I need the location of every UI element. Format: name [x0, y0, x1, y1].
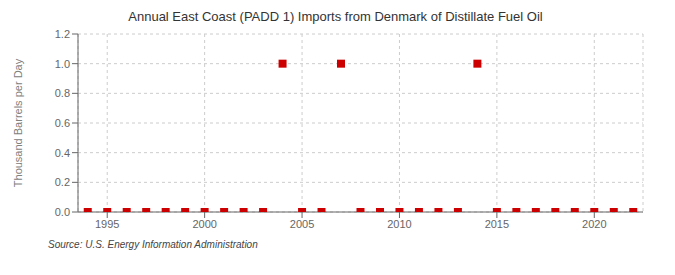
svg-text:0.0: 0.0 — [55, 206, 70, 218]
svg-text:1995: 1995 — [95, 218, 119, 230]
svg-text:2020: 2020 — [582, 218, 606, 230]
html-text:Source: U.S. Energy Informatio: Source: U.S. Energy Information Administ… — [48, 239, 258, 250]
svg-text:0.2: 0.2 — [55, 176, 70, 188]
svg-text:2005: 2005 — [290, 218, 314, 230]
svg-text:Thousand Barrels per Day: Thousand Barrels per Day — [12, 58, 24, 187]
html-text:Annual East Coast (PADD 1) Imp: Annual East Coast (PADD 1) Imports from … — [128, 9, 543, 24]
svg-text:1.2: 1.2 — [55, 28, 70, 40]
svg-text:2000: 2000 — [192, 218, 216, 230]
svg-text:2010: 2010 — [387, 218, 411, 230]
svg-text:2015: 2015 — [485, 218, 509, 230]
svg-text:0.6: 0.6 — [55, 117, 70, 129]
svg-text:0.8: 0.8 — [55, 87, 70, 99]
svg-text:1.0: 1.0 — [55, 58, 70, 70]
svg-text:0.4: 0.4 — [55, 147, 70, 159]
